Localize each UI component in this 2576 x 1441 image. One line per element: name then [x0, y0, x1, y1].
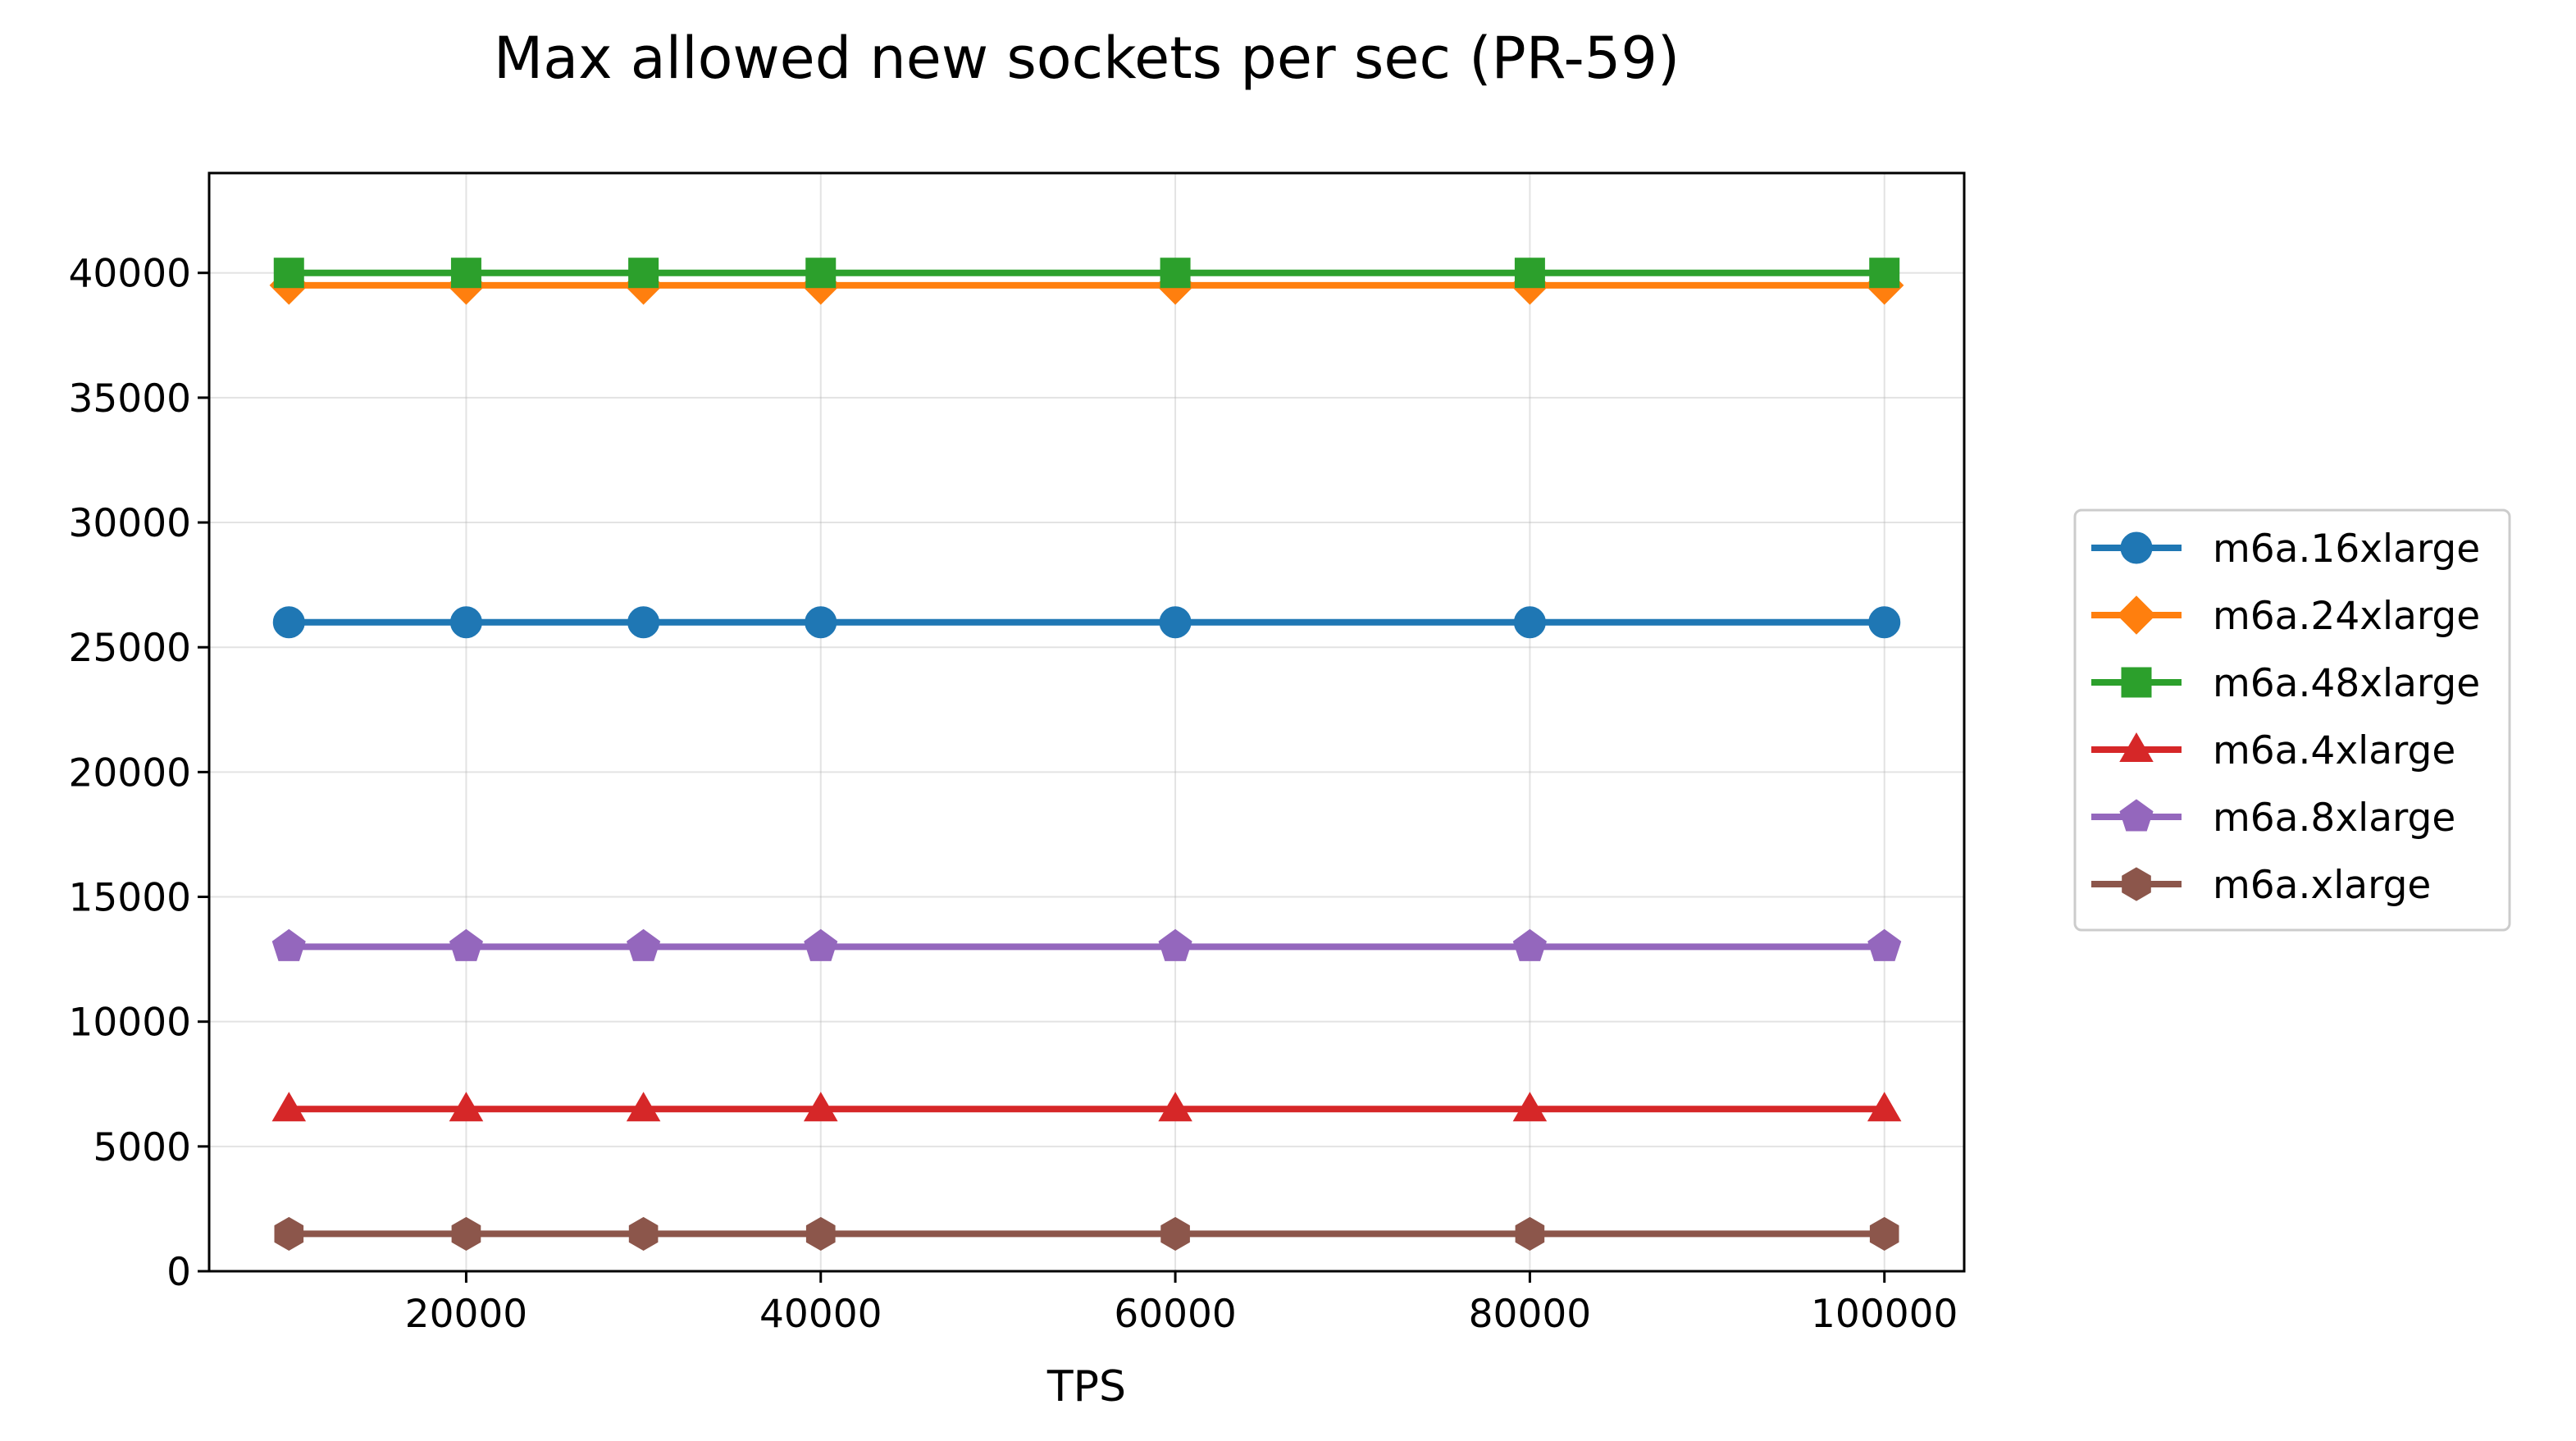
legend-marker [2120, 531, 2153, 564]
data-point [1867, 1092, 1902, 1122]
series-m6a.16xlarge [272, 606, 1901, 639]
x-tick-label: 60000 [1114, 1292, 1237, 1337]
y-tick-label: 0 [166, 1250, 191, 1295]
legend-marker [2119, 732, 2154, 762]
legend-marker [2117, 595, 2156, 635]
data-point [449, 1092, 484, 1122]
data-point [626, 1092, 661, 1122]
legend-item: m6a.4xlarge [2091, 728, 2455, 773]
data-point [627, 606, 660, 639]
x-tick-label: 100000 [1811, 1292, 1958, 1337]
data-point [1512, 928, 1547, 961]
data-point [805, 606, 837, 639]
y-tick-label: 15000 [68, 876, 191, 921]
plot-area-frame [207, 171, 1966, 1273]
series-group [269, 258, 1904, 1251]
data-point [1158, 928, 1192, 961]
series-m6a.xlarge [274, 1216, 1899, 1251]
data-point [805, 258, 837, 289]
data-point [804, 928, 838, 961]
chart-title: Max allowed new sockets per sec (PR-59) [494, 25, 1680, 92]
data-point [1515, 1216, 1545, 1251]
data-point [1869, 1216, 1899, 1251]
x-axis-ticks: 20000 40000 60000 80000 100000 [405, 1271, 1958, 1337]
legend-item: m6a.8xlarge [2091, 796, 2455, 841]
x-tick-label: 40000 [759, 1292, 882, 1337]
legend-label: m6a.24xlarge [2213, 594, 2480, 639]
legend-label: m6a.8xlarge [2213, 796, 2455, 841]
data-point [450, 258, 481, 289]
series-m6a.48xlarge [273, 258, 1900, 289]
legend-label: m6a.xlarge [2213, 863, 2431, 908]
data-point [273, 258, 304, 289]
data-point [803, 1092, 838, 1122]
legend-item: m6a.48xlarge [2091, 661, 2480, 706]
legend-label: m6a.16xlarge [2213, 527, 2480, 572]
data-point [1158, 1092, 1192, 1122]
data-point [271, 928, 306, 961]
legend-marker [2121, 667, 2152, 698]
legend-label: m6a.48xlarge [2213, 661, 2480, 706]
data-point [1159, 606, 1192, 639]
series-m6a.8xlarge [271, 928, 1902, 961]
y-tick-label: 10000 [68, 1001, 191, 1046]
data-point [1514, 258, 1545, 289]
legend: m6a.16xlarge m6a.24xlarge m6a.48xlarge m6a.… [2073, 508, 2511, 932]
data-point [1512, 1092, 1548, 1122]
legend-item: m6a.xlarge [2091, 863, 2431, 908]
data-point [1867, 928, 1902, 961]
legend-item: m6a.24xlarge [2091, 594, 2480, 639]
data-point [271, 1092, 307, 1122]
data-point [1513, 606, 1546, 639]
legend-item: m6a.16xlarge [2091, 527, 2480, 572]
y-tick-label: 35000 [68, 376, 191, 422]
legend-marker [2122, 867, 2151, 901]
data-point [449, 928, 483, 961]
y-tick-label: 25000 [68, 626, 191, 671]
data-point [449, 606, 482, 639]
data-point [451, 1216, 481, 1251]
data-point [805, 1216, 836, 1251]
data-point [627, 928, 661, 961]
data-point [1160, 258, 1191, 289]
data-point [274, 1216, 304, 1251]
y-tick-label: 20000 [68, 750, 191, 796]
x-axis-label: TPS [1046, 1362, 1126, 1411]
data-point [1868, 606, 1901, 639]
y-tick-label: 30000 [68, 501, 191, 546]
legend-label: m6a.4xlarge [2213, 728, 2455, 773]
data-point [1160, 1216, 1190, 1251]
x-tick-label: 80000 [1469, 1292, 1592, 1337]
series-m6a.4xlarge [271, 1092, 1902, 1122]
data-point [628, 258, 659, 289]
y-axis-ticks: 0 5000 10000 15000 20000 25000 30000 35000 40000 [68, 252, 209, 1295]
y-tick-label: 40000 [68, 252, 191, 297]
data-point [1869, 258, 1900, 289]
data-point [628, 1216, 659, 1251]
legend-marker [2119, 799, 2154, 832]
y-tick-label: 5000 [93, 1125, 191, 1170]
data-point [272, 606, 305, 639]
legend-frame [2073, 508, 2511, 932]
x-tick-label: 20000 [405, 1292, 528, 1337]
